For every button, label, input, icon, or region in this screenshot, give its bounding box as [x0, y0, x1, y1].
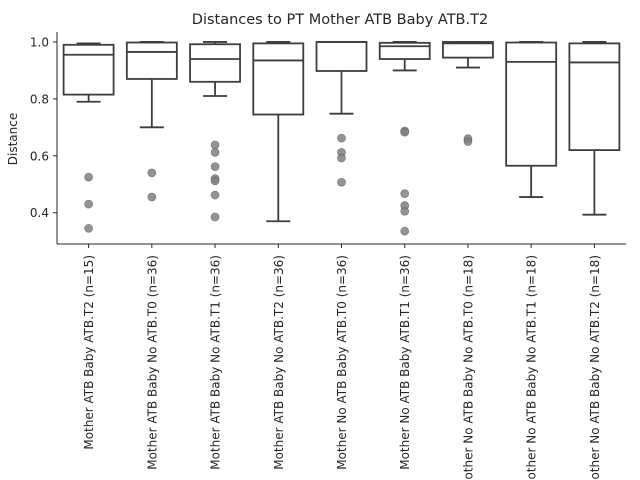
box-iqr: [378, 41, 431, 60]
y-tick-label: 0.6: [30, 149, 49, 163]
outlier-point: [400, 226, 410, 236]
x-tick-label: Mother No ATB Baby No ATB.T2 (n=18): [588, 255, 602, 480]
outlier-point: [147, 192, 157, 202]
box-group: [505, 41, 558, 198]
outlier-point: [463, 137, 473, 146]
x-tick-label: Mother No ATB Baby No ATB.T0 (n=18): [461, 255, 475, 480]
outlier-point: [84, 172, 94, 182]
outlier-point: [147, 168, 157, 178]
outlier-point: [210, 140, 220, 150]
chart-title: Distances to PT Mother ATB Baby ATB.T2: [192, 12, 488, 28]
outlier-point: [210, 176, 220, 186]
y-tick-label: 0.8: [30, 92, 49, 106]
box-iqr: [189, 43, 241, 83]
x-tick-label: Mother ATB Baby No ATB.T2 (n=36): [272, 255, 286, 470]
y-tick-label: 0.4: [30, 206, 49, 220]
x-tick-label: Mother No ATB Baby ATB.T1 (n=36): [398, 255, 412, 470]
x-tick-label: Mother No ATB Baby No ATB.T1 (n=18): [525, 255, 539, 480]
box-group: [315, 41, 368, 187]
x-tick-label: Mother ATB Baby ATB.T2 (n=15): [82, 255, 96, 450]
outlier-point: [210, 162, 220, 171]
box-iqr: [125, 41, 178, 80]
x-tick-label: Mother ATB Baby No ATB.T0 (n=36): [145, 255, 159, 470]
x-tick-label: Mother No ATB Baby ATB.T0 (n=36): [335, 255, 349, 470]
outlier-point: [210, 190, 220, 200]
box-iqr: [315, 41, 368, 72]
box-group: [442, 41, 494, 146]
box-iqr: [252, 42, 305, 116]
y-axis-label: Distance: [6, 113, 20, 165]
plot-area: 0.4 0.6 0.8 1.0 Mother ATB Baby ATB.T2 (n=15…: [30, 32, 626, 480]
outlier-point: [400, 206, 410, 216]
box-group: [378, 41, 431, 236]
x-tick-label: Mother ATB Baby No ATB.T1 (n=36): [209, 255, 223, 470]
box-iqr: [62, 43, 115, 96]
outlier-point: [210, 147, 220, 157]
box-iqr: [505, 41, 558, 167]
y-tick-label: 1.0: [30, 35, 49, 49]
box-group: [125, 41, 178, 202]
box-group: [568, 41, 621, 216]
box-iqr: [568, 42, 621, 151]
outlier-point: [337, 153, 346, 163]
box-iqr: [442, 41, 494, 59]
outlier-point: [400, 189, 410, 199]
box-group: [62, 42, 115, 233]
outlier-point: [210, 212, 220, 222]
box-group: [189, 41, 241, 222]
outlier-point: [84, 223, 94, 233]
outlier-point: [337, 177, 346, 187]
outlier-point: [400, 127, 410, 137]
box-group: [252, 41, 305, 223]
outlier-point: [337, 133, 346, 143]
outlier-point: [84, 199, 94, 209]
